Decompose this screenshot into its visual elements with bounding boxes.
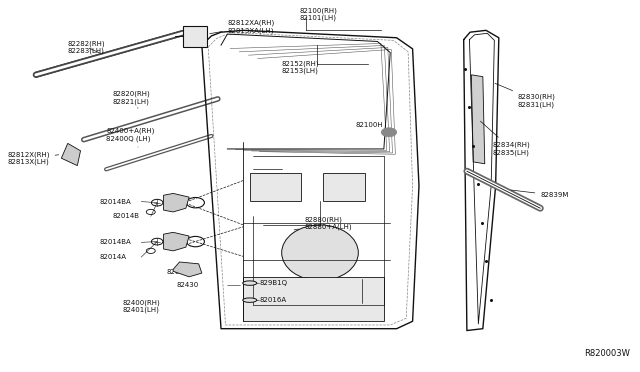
Text: 82282(RH)
82283(LH): 82282(RH) 82283(LH) <box>68 40 106 54</box>
Text: 829B1Q: 829B1Q <box>259 280 287 286</box>
Polygon shape <box>471 75 484 164</box>
Ellipse shape <box>272 278 330 302</box>
Text: 82100H: 82100H <box>355 122 389 132</box>
Text: 82400(RH)
82401(LH): 82400(RH) 82401(LH) <box>122 299 160 314</box>
Text: 82016A: 82016A <box>259 297 287 303</box>
Text: 82100(RH)
82101(LH): 82100(RH) 82101(LH) <box>300 7 337 22</box>
Text: 82839M: 82839M <box>511 190 569 198</box>
Text: 82152(RH)
82153(LH): 82152(RH) 82153(LH) <box>282 60 319 74</box>
Text: 82812XA(RH)
82813XA(LH): 82812XA(RH) 82813XA(LH) <box>210 20 275 33</box>
Text: R820003W: R820003W <box>584 349 630 358</box>
Polygon shape <box>61 143 81 166</box>
Bar <box>323 173 365 201</box>
Polygon shape <box>173 262 202 277</box>
Bar <box>250 173 301 201</box>
Text: 82014BA: 82014BA <box>100 199 131 205</box>
Polygon shape <box>164 193 189 212</box>
Bar <box>243 277 384 321</box>
Circle shape <box>381 128 397 137</box>
Text: 82400+A(RH)
82400Q (LH): 82400+A(RH) 82400Q (LH) <box>106 128 154 147</box>
Text: 82830(RH)
82831(LH): 82830(RH) 82831(LH) <box>495 83 556 108</box>
Polygon shape <box>164 232 189 251</box>
Text: 82020A: 82020A <box>167 269 194 275</box>
Text: 82834(RH)
82835(LH): 82834(RH) 82835(LH) <box>481 121 530 156</box>
Ellipse shape <box>243 281 257 285</box>
Ellipse shape <box>243 298 257 302</box>
Text: 82820(RH)
82821(LH): 82820(RH) 82821(LH) <box>113 91 150 108</box>
Text: 82880(RH)
82880+A(LH): 82880(RH) 82880+A(LH) <box>294 216 351 230</box>
Ellipse shape <box>282 225 358 280</box>
Text: 82014A: 82014A <box>100 254 127 260</box>
Text: 82812X(RH)
82813X(LH): 82812X(RH) 82813X(LH) <box>7 151 59 165</box>
Text: 82014BA: 82014BA <box>100 239 131 245</box>
Bar <box>182 26 207 47</box>
Text: 82014B: 82014B <box>113 214 140 219</box>
Text: 82430: 82430 <box>176 282 198 288</box>
